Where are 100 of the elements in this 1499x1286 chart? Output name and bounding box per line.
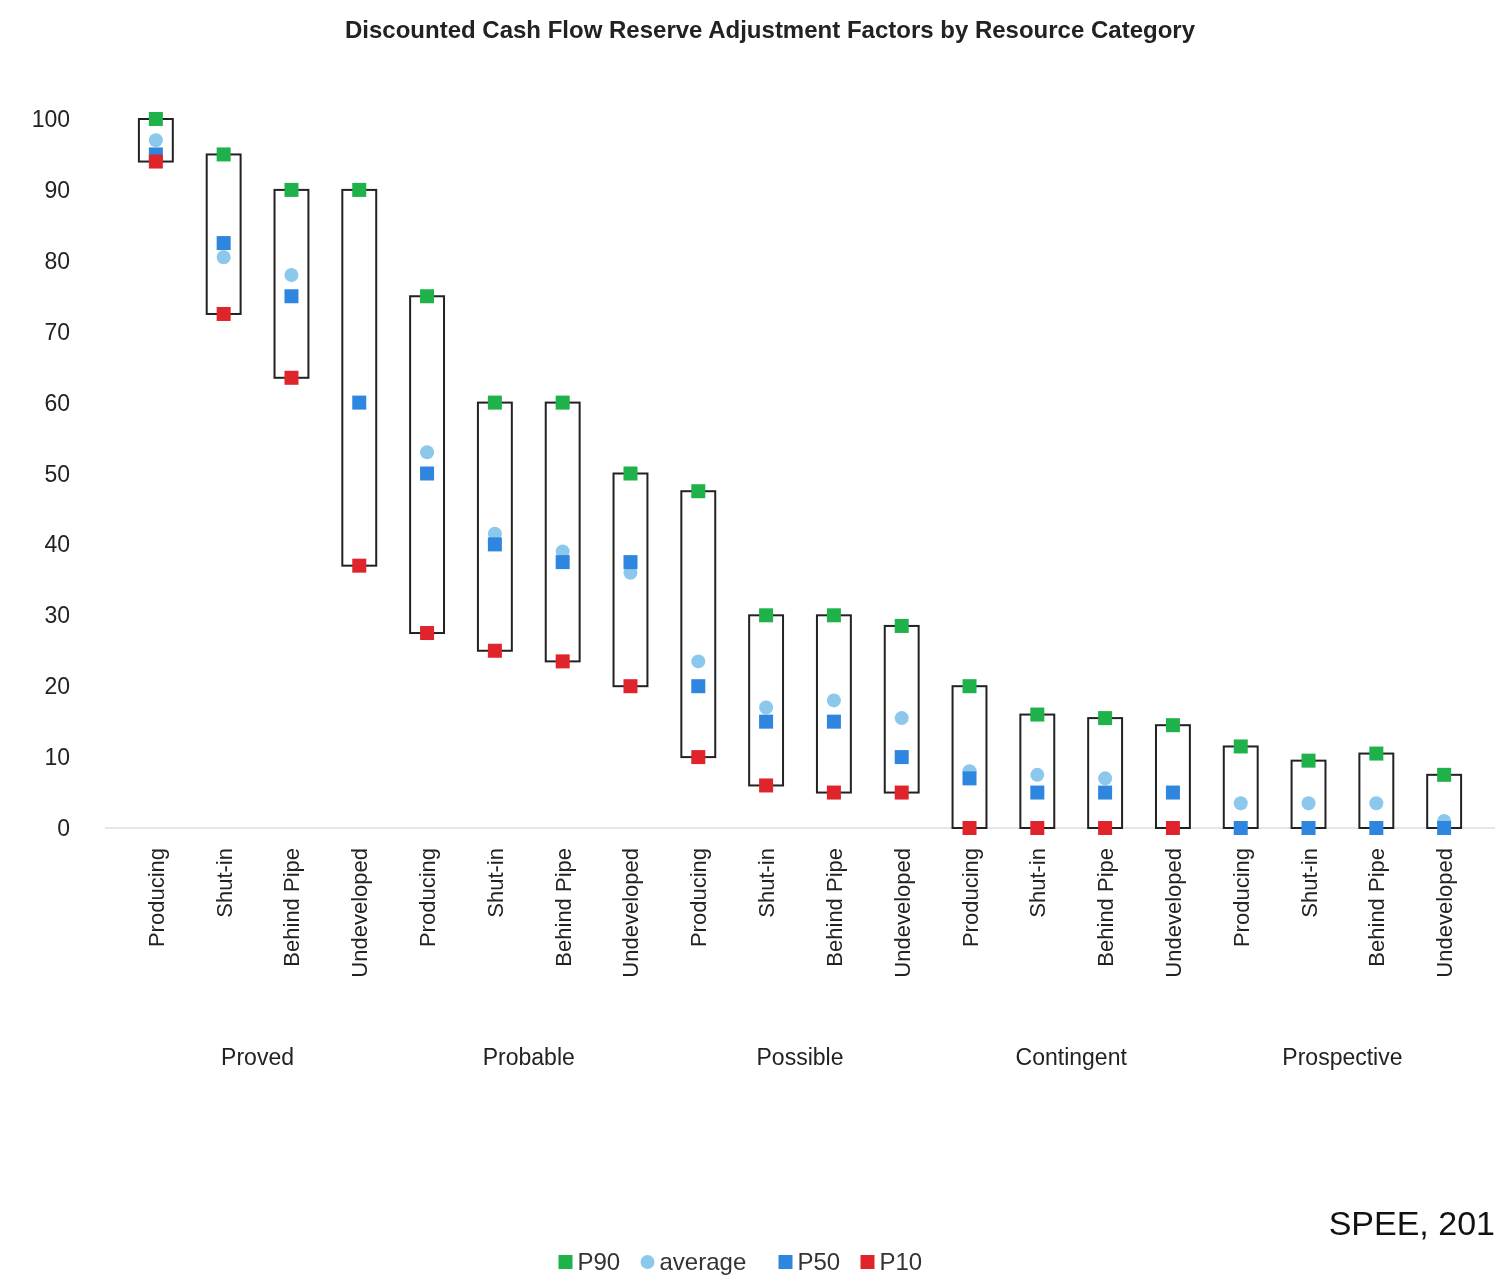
point xyxy=(894,711,909,726)
bar xyxy=(815,614,852,794)
point xyxy=(420,445,435,460)
bar xyxy=(1019,713,1056,829)
point xyxy=(284,289,299,304)
point xyxy=(148,154,163,169)
x-tick-label: Undeveloped xyxy=(889,848,915,978)
x-tick-label: Undeveloped xyxy=(618,848,644,978)
point xyxy=(1165,821,1180,835)
x-tick-label: Producing xyxy=(415,848,441,948)
point xyxy=(1233,739,1248,754)
bar xyxy=(137,118,174,163)
x-tick-label: Producing xyxy=(686,848,712,948)
point xyxy=(216,306,231,321)
x-tick-label: Behind Pipe xyxy=(279,848,305,967)
point xyxy=(826,714,841,729)
point xyxy=(216,250,231,265)
point xyxy=(487,537,502,552)
point xyxy=(1233,796,1248,811)
bar xyxy=(1087,717,1124,829)
point xyxy=(1030,707,1045,722)
bar xyxy=(1358,752,1395,829)
point xyxy=(555,395,570,410)
point xyxy=(691,750,706,765)
point xyxy=(962,679,977,694)
y-tick-label: 100 xyxy=(31,106,70,133)
point xyxy=(352,395,367,410)
bar xyxy=(544,401,581,663)
x-tick-label: Behind Pipe xyxy=(821,848,847,967)
y-tick-label: 10 xyxy=(44,744,70,771)
point xyxy=(826,608,841,623)
point xyxy=(352,558,367,573)
point xyxy=(962,771,977,786)
point xyxy=(420,626,435,641)
point xyxy=(1369,821,1384,835)
x-tick-label: Shut-in xyxy=(211,848,237,918)
point xyxy=(555,555,570,570)
y-tick-label: 0 xyxy=(57,815,70,842)
x-tick-label: Producing xyxy=(143,848,169,948)
x-tick-label: Shut-in xyxy=(1296,848,1322,918)
point xyxy=(759,778,774,793)
bar xyxy=(951,685,988,829)
bar xyxy=(1290,759,1327,829)
point xyxy=(487,395,502,410)
point xyxy=(284,370,299,385)
point xyxy=(284,267,299,282)
x-tick-label: Behind Pipe xyxy=(1093,848,1119,967)
point xyxy=(623,466,638,481)
point xyxy=(894,785,909,800)
point xyxy=(691,679,706,694)
bar xyxy=(883,624,920,794)
legend-label: P50 xyxy=(797,1248,841,1275)
point xyxy=(623,679,638,694)
chart-title: Discounted Cash Flow Reserve Adjustment Factors by Resource Category xyxy=(345,16,1196,43)
bar xyxy=(409,295,446,635)
point xyxy=(894,750,909,765)
text: Proved xyxy=(221,1044,294,1070)
point xyxy=(1437,821,1452,835)
point xyxy=(759,700,774,715)
x-tick-label: Shut-in xyxy=(754,848,780,918)
text: Contingent xyxy=(1015,1044,1128,1070)
text: Probable xyxy=(482,1044,575,1070)
point xyxy=(623,555,638,570)
bar xyxy=(748,614,785,787)
point xyxy=(352,182,367,197)
point xyxy=(1437,767,1452,782)
bar xyxy=(680,490,717,759)
x-tick-label: Behind Pipe xyxy=(1364,848,1390,967)
point xyxy=(962,821,977,835)
point xyxy=(1098,785,1113,800)
point xyxy=(826,693,841,708)
bar xyxy=(476,401,513,652)
point xyxy=(1233,821,1248,835)
point xyxy=(1030,821,1045,835)
bar xyxy=(273,188,310,379)
x-tick-label: Undeveloped xyxy=(1432,848,1458,978)
x-tick-label: Producing xyxy=(957,848,983,948)
point xyxy=(1098,711,1113,726)
point xyxy=(691,654,706,669)
point xyxy=(1098,821,1113,835)
x-tick-label: Producing xyxy=(1228,848,1254,948)
y-tick-label: 20 xyxy=(44,673,70,700)
point xyxy=(1030,785,1045,800)
legend-label: P90 xyxy=(577,1248,621,1275)
y-tick-label: 90 xyxy=(44,176,70,203)
legend-label: average xyxy=(659,1248,747,1275)
point xyxy=(1098,771,1113,786)
point xyxy=(894,618,909,633)
point xyxy=(216,236,231,251)
point xyxy=(420,466,435,481)
point xyxy=(691,484,706,499)
point xyxy=(420,289,435,304)
bar xyxy=(1154,724,1191,829)
y-tick-label: 40 xyxy=(44,531,70,558)
point xyxy=(148,112,163,126)
point xyxy=(1301,796,1316,811)
point xyxy=(1301,821,1316,835)
bar xyxy=(205,153,242,315)
point xyxy=(1369,796,1384,811)
point xyxy=(1301,753,1316,768)
